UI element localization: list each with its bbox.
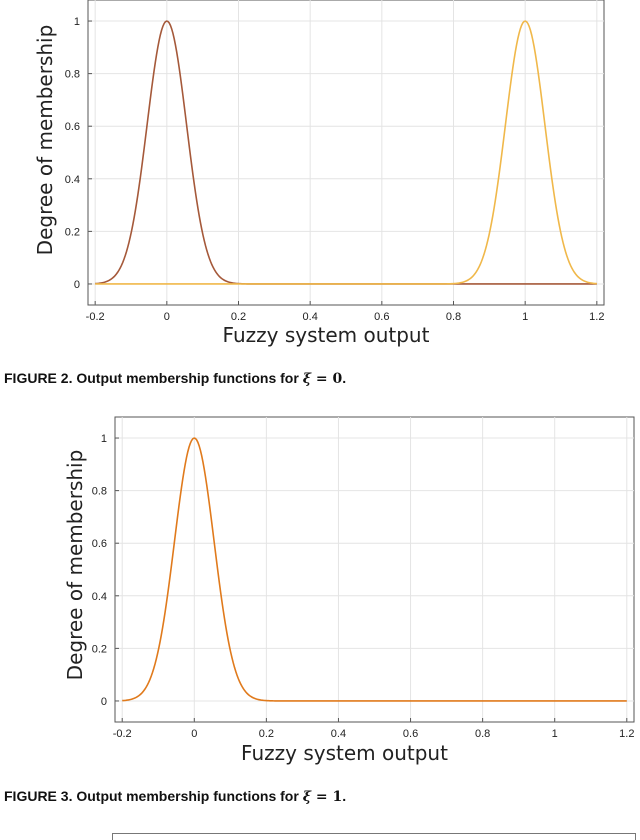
x-tick-label: 0.4 bbox=[331, 728, 346, 740]
y-tick-label: 0 bbox=[101, 696, 107, 708]
x-tick-label: -0.2 bbox=[113, 728, 132, 740]
y-tick-label: 0 bbox=[74, 279, 80, 291]
x-tick-label: 1.2 bbox=[589, 311, 604, 323]
y-tick-label: 0.4 bbox=[92, 591, 107, 603]
figure-3-chart: -0.2 0 0.2 0.4 0.6 0.8 1 1.2 0 0.2 0.4 0.6 0.8 1 Fuzzy… bbox=[63, 416, 635, 765]
y-tick-label: 0.8 bbox=[92, 486, 107, 498]
next-figure-frame-top bbox=[112, 833, 636, 840]
figure-3-caption: FIGURE 3. Output membership functions fo… bbox=[4, 788, 346, 805]
y-tick-label: 0.2 bbox=[92, 643, 107, 655]
series-line-1 bbox=[122, 437, 627, 702]
x-tick-label: 0 bbox=[191, 728, 197, 740]
y-tick-label: 1 bbox=[74, 16, 80, 28]
caption-equals: = bbox=[310, 371, 333, 387]
caption-value: 1 bbox=[332, 789, 343, 805]
figure-2-plot: -0.2 0 0.2 0.4 0.6 0.8 1 1.2 0 0.2 0.4 0.6 0.8 1 Fuzzy… bbox=[0, 0, 640, 352]
caption-equals: = bbox=[310, 789, 333, 805]
x-tick-label: -0.2 bbox=[86, 311, 105, 323]
x-tick-label: 0.8 bbox=[475, 728, 490, 740]
figure-2-chart: -0.2 0 0.2 0.4 0.6 0.8 1 1.2 0 0.2 0.4 0.6 0.8 1 Fuzzy… bbox=[33, 0, 605, 347]
x-tick-label: 1.2 bbox=[619, 728, 634, 740]
xi-symbol: ξ bbox=[302, 371, 311, 387]
y-tick-label: 1 bbox=[101, 433, 107, 445]
x-tick-label: 0.6 bbox=[374, 311, 389, 323]
series-line-2 bbox=[95, 20, 597, 285]
xi-symbol: ξ bbox=[302, 789, 311, 805]
x-axis-label: Fuzzy system output bbox=[241, 741, 448, 765]
x-tick-label: 0 bbox=[164, 311, 170, 323]
x-tick-label: 1 bbox=[552, 728, 558, 740]
x-tick-label: 0.4 bbox=[303, 311, 318, 323]
y-tick-label: 0.8 bbox=[65, 69, 80, 81]
plot-area bbox=[114, 416, 635, 723]
y-tick-label: 0.4 bbox=[65, 174, 80, 186]
y-axis-label: Degree of membership bbox=[33, 25, 57, 256]
figure-3-plot: -0.2 0 0.2 0.4 0.6 0.8 1 1.2 0 0.2 0.4 0.6 0.8 1 Fuzzy… bbox=[0, 408, 640, 770]
caption-value: 0 bbox=[332, 371, 343, 387]
x-tick-label: 0.2 bbox=[259, 728, 274, 740]
x-tick-label: 0.8 bbox=[446, 311, 461, 323]
caption-end: . bbox=[342, 370, 347, 386]
x-axis-label: Fuzzy system output bbox=[223, 323, 430, 347]
y-axis-label: Degree of membership bbox=[63, 450, 87, 681]
caption-prefix: FIGURE 2. Output membership functions fo… bbox=[4, 370, 303, 386]
y-tick-label: 0.6 bbox=[65, 121, 80, 133]
figure-2-caption: FIGURE 2. Output membership functions fo… bbox=[4, 370, 346, 387]
y-tick-label: 0.6 bbox=[92, 538, 107, 550]
y-tick-label: 0.2 bbox=[65, 226, 80, 238]
x-tick-label: 1 bbox=[522, 311, 528, 323]
x-tick-label: 0.2 bbox=[231, 311, 246, 323]
plot-area bbox=[87, 0, 605, 306]
caption-end: . bbox=[342, 788, 347, 804]
x-tick-label: 0.6 bbox=[403, 728, 418, 740]
caption-prefix: FIGURE 3. Output membership functions fo… bbox=[4, 788, 303, 804]
